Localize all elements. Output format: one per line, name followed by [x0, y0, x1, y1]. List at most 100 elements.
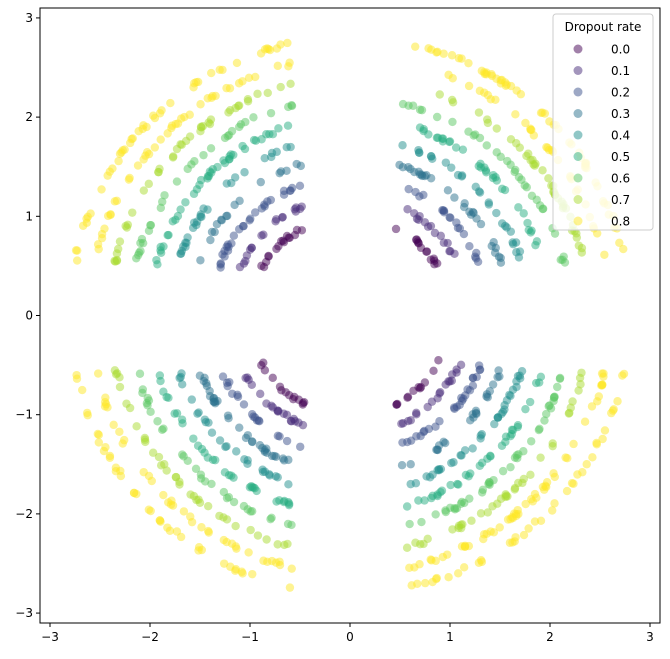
- data-point-0-4: [415, 148, 424, 157]
- data-point-0-7: [110, 256, 119, 266]
- data-point-0-8: [600, 250, 609, 259]
- data-point-outer-ring: [138, 124, 147, 134]
- data-point-0-6: [405, 519, 414, 529]
- data-point-outer-ring: [592, 440, 601, 449]
- data-point-0-8: [460, 541, 470, 551]
- data-point-0-7: [144, 179, 154, 189]
- data-point-0-0: [278, 236, 288, 245]
- data-point-0-8: [227, 539, 237, 548]
- data-point-0-8: [97, 233, 107, 243]
- data-point-0-7: [128, 208, 137, 217]
- data-point-0-7: [538, 166, 547, 175]
- data-point-0-6: [220, 133, 230, 143]
- data-point-0-7: [156, 461, 166, 470]
- data-point-outer-ring: [94, 430, 104, 440]
- data-point-0-6: [542, 409, 551, 419]
- data-point-0-2: [247, 410, 257, 419]
- data-point-0-6: [138, 385, 148, 394]
- legend-marker: [573, 130, 583, 140]
- data-point-outer-ring: [598, 434, 607, 444]
- data-point-0-5: [247, 482, 256, 491]
- data-point-0-4: [471, 182, 480, 191]
- data-point-0-8: [431, 556, 440, 566]
- data-point-0-7: [169, 152, 178, 161]
- data-point-0-4: [497, 409, 506, 419]
- data-point-0-6: [498, 466, 508, 476]
- data-point-0-7: [572, 229, 581, 238]
- x-tick-label: 3: [646, 630, 654, 644]
- data-point-0-8: [101, 393, 110, 402]
- data-point-0-7: [564, 409, 574, 418]
- legend-marker: [573, 44, 583, 54]
- data-point-0-4: [513, 371, 523, 381]
- data-point-0-4: [188, 223, 198, 233]
- data-point-0-5: [486, 452, 495, 461]
- legend-label: 0.1: [611, 64, 630, 78]
- x-tick-label: −2: [141, 630, 159, 644]
- data-point-0-3: [397, 461, 407, 470]
- legend-label: 0.6: [611, 172, 630, 186]
- data-point-0-7: [185, 132, 195, 141]
- data-point-0-8: [187, 517, 197, 527]
- data-point-0-8: [511, 110, 520, 119]
- data-point-0-6: [227, 126, 237, 136]
- legend-label: 0.0: [611, 43, 630, 57]
- data-point-outer-ring: [105, 451, 115, 461]
- data-point-0-3: [210, 227, 219, 237]
- data-point-0-8: [142, 147, 152, 157]
- data-point-0-0: [272, 244, 281, 254]
- data-point-0-7: [530, 161, 539, 170]
- data-point-0-1: [291, 207, 300, 216]
- data-point-0-3: [472, 409, 481, 419]
- data-point-outer-ring: [129, 488, 139, 498]
- data-point-outer-ring: [114, 156, 123, 166]
- data-point-0-7: [171, 472, 181, 482]
- data-point-0-3: [256, 177, 265, 187]
- data-point-0-5: [176, 205, 185, 214]
- data-point-0-4: [240, 168, 249, 177]
- data-point-outer-ring: [588, 453, 597, 462]
- data-point-0-8: [133, 161, 143, 170]
- data-point-0-8: [486, 95, 495, 104]
- legend: Dropout rate 0.0 0.1 0.2 0.3 0.4 0.5 0.6 0.7 0.8: [552, 13, 654, 231]
- data-point-0-8: [196, 100, 205, 109]
- data-point-0-6: [199, 150, 208, 160]
- data-point-0-0: [409, 386, 418, 395]
- data-point-0-2: [419, 190, 428, 200]
- legend-label: 0.8: [611, 215, 630, 229]
- data-point-0-4: [475, 188, 485, 197]
- data-point-0-2: [260, 202, 269, 211]
- data-point-0-5: [501, 432, 511, 441]
- data-point-0-7: [411, 538, 420, 547]
- data-point-0-4: [200, 415, 210, 424]
- data-point-0-8: [164, 498, 173, 507]
- data-point-0-3: [443, 186, 453, 195]
- data-point-0-6: [517, 175, 526, 184]
- data-point-0-7: [176, 140, 185, 149]
- data-point-0-2: [239, 400, 249, 409]
- data-point-0-1: [239, 259, 249, 268]
- data-point-0-7: [544, 174, 553, 183]
- data-point-0-8: [115, 427, 124, 436]
- data-point-0-4: [232, 447, 241, 456]
- data-point-0-5: [519, 209, 528, 218]
- data-point-0-6: [456, 499, 466, 509]
- data-point-0-8: [410, 563, 419, 572]
- y-tick-label: −1: [15, 408, 33, 422]
- data-point-outer-ring: [120, 145, 129, 154]
- data-point-0-2: [266, 195, 276, 205]
- data-point-0-2: [228, 389, 237, 398]
- data-point-0-0: [257, 361, 266, 370]
- data-point-0-8: [530, 489, 540, 499]
- data-point-0-5: [249, 135, 259, 145]
- data-point-0-3: [262, 444, 271, 453]
- data-point-0-8: [475, 86, 485, 96]
- data-point-0-3: [247, 437, 257, 447]
- data-point-outer-ring: [94, 438, 104, 447]
- data-point-0-6: [464, 127, 473, 136]
- data-point-outer-ring: [189, 83, 198, 92]
- legend-label: 0.3: [611, 107, 630, 121]
- data-point-0-3: [488, 380, 498, 389]
- data-point-0-5: [508, 425, 518, 435]
- data-point-0-7: [474, 108, 484, 117]
